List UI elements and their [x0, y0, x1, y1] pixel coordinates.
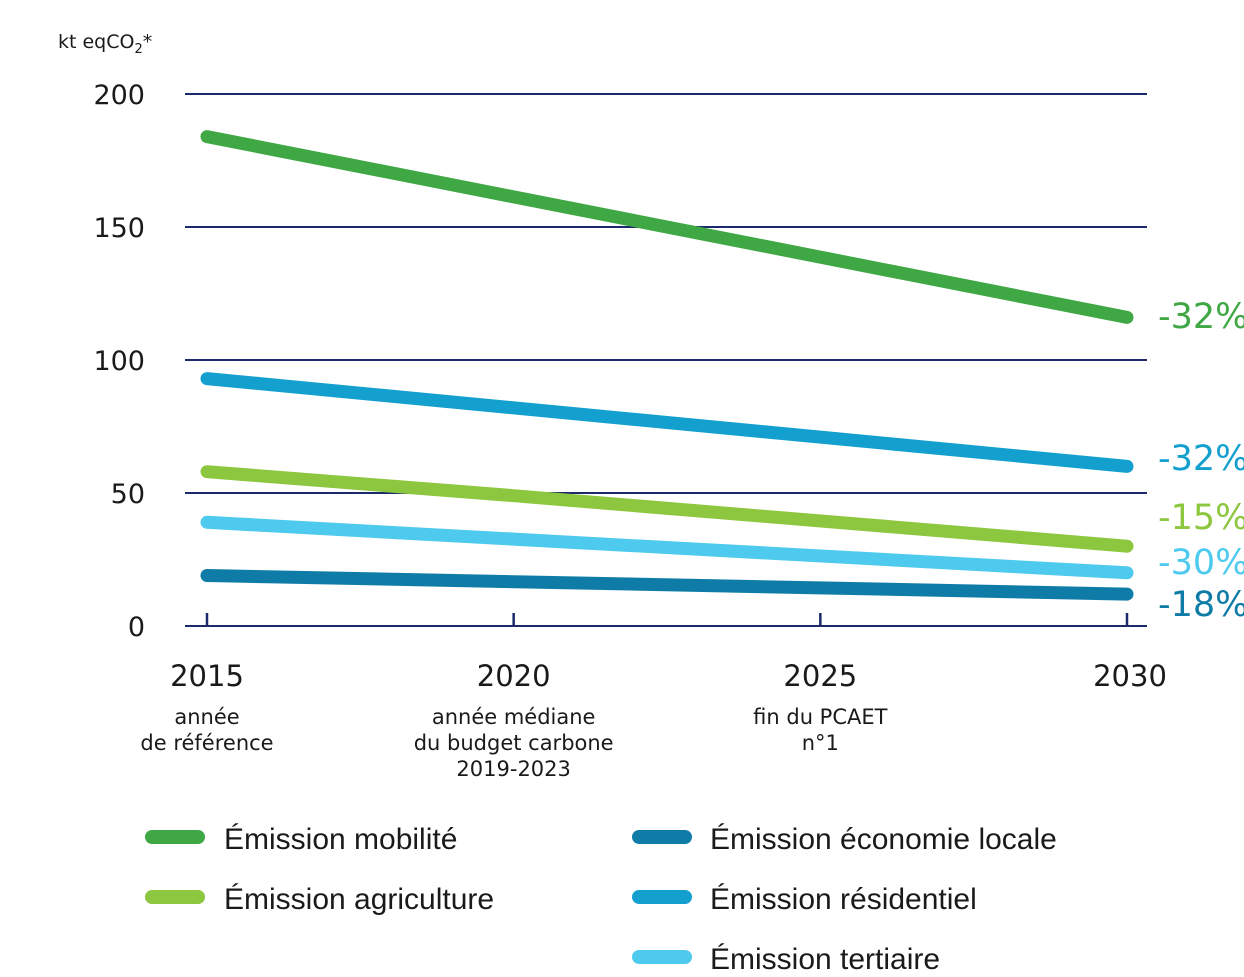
- legend-label: Émission tertiaire: [710, 943, 940, 976]
- series-line-1: [200, 130, 1134, 324]
- series-line-5: [200, 569, 1134, 601]
- series-lines: [200, 130, 1134, 601]
- x-tick-sublabel: 2019-2023: [456, 757, 570, 781]
- change-label-2: -32%: [1158, 439, 1244, 479]
- legend-label: Émission économie locale: [710, 823, 1057, 856]
- series-line-2: [200, 372, 1134, 473]
- y-tick-label-200: 200: [93, 80, 145, 111]
- y-tick-label-100: 100: [93, 346, 145, 377]
- y-tick-label-50: 50: [111, 479, 145, 510]
- x-tick-sublabel: du budget carbone: [414, 731, 614, 755]
- change-label-5: -18%: [1158, 585, 1244, 625]
- y-axis-unit-label: kt eqCO2*: [58, 31, 152, 57]
- x-tick-sublabel: année: [174, 705, 239, 729]
- x-axis: [185, 613, 1147, 627]
- change-label-3: -15%: [1158, 498, 1244, 538]
- x-tick-label-2015: 2015: [170, 659, 244, 693]
- x-tick-label-2025: 2025: [783, 659, 857, 693]
- x-tick-label-2030: 2030: [1093, 659, 1167, 693]
- x-tick-label-2020: 2020: [477, 659, 551, 693]
- x-tick-sublabel: de référence: [140, 731, 273, 755]
- change-label-4: -30%: [1158, 543, 1244, 583]
- legend-label: Émission agriculture: [224, 883, 494, 916]
- legend: Émission mobilité Émission agriculture Émi…: [145, 823, 1057, 976]
- x-tick-sublabel: n°1: [802, 731, 839, 755]
- x-tick-sublabel: année médiane: [432, 705, 596, 729]
- change-labels: -32% -32% -15% -30%-18%: [1158, 297, 1244, 625]
- legend-label: Émission mobilité: [224, 823, 457, 856]
- legend-label: Émission résidentiel: [710, 883, 977, 916]
- change-label-1: -32%: [1158, 297, 1244, 337]
- y-tick-label-150: 150: [93, 213, 145, 244]
- y-tick-label-0: 0: [128, 612, 145, 643]
- series-line-4: [200, 515, 1134, 580]
- y-tick-labels: 0 50 100 150 200: [93, 80, 145, 643]
- x-tick-sublabel: fin du PCAET: [753, 705, 887, 729]
- series-line-3: [200, 465, 1134, 553]
